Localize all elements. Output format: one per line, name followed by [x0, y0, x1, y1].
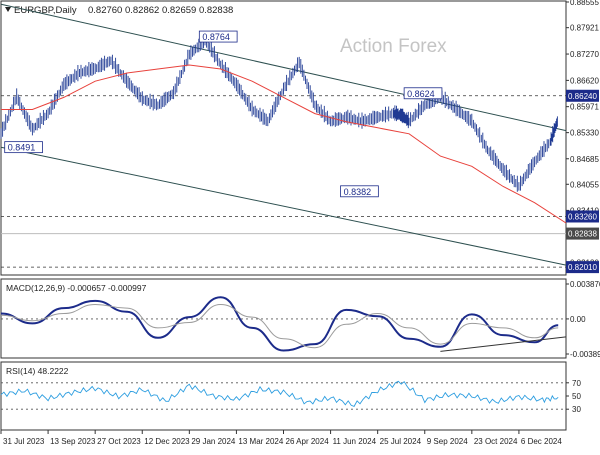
symbol-title: EURGBP,Daily — [14, 5, 77, 16]
macd-tick-label-2: -0.003894 — [570, 350, 600, 359]
x-tick-label-8: 25 Jul 2024 — [380, 437, 422, 446]
annotation-label-0: 0.8764 — [202, 32, 230, 42]
channel-lower — [0, 146, 567, 266]
price-tick-label-3: 0.86620 — [570, 76, 599, 85]
x-tick-label-3: 12 Dec 2023 — [144, 437, 190, 446]
price-tag-bg-0 — [566, 227, 599, 240]
annotation-box-0 — [198, 30, 238, 43]
annotation-label-1: 0.8624 — [407, 89, 435, 99]
price-tick-label-1: 0.87921 — [570, 24, 599, 33]
channel-upper — [0, 3, 567, 132]
watermark: Action Forex — [340, 36, 447, 57]
rsi-title: RSI(14) 48.2222 — [6, 366, 69, 376]
rsi-tick-label-1: 50 — [572, 392, 581, 401]
price-tag-label-1: 0.83260 — [568, 212, 597, 221]
x-tick-label-1: 13 Sep 2023 — [50, 437, 96, 446]
annotation-label-3: 0.8491 — [8, 143, 36, 153]
rsi-line — [0, 380, 559, 407]
price-tick-label-4: 0.85971 — [570, 103, 599, 112]
x-tick-label-11: 6 Dec 2024 — [521, 437, 562, 446]
macd-series-support — [440, 336, 567, 352]
macd-layer: 0.003876 0.00 -0.003894 — [0, 280, 600, 359]
annotation-label-2: 0.8382 — [344, 187, 372, 197]
macd-tick-label-0: 0.003876 — [570, 280, 600, 289]
macd-series-signal — [0, 303, 559, 349]
rsi-tick-label-0: 70 — [572, 379, 581, 388]
price-layer: 0.8764 0.8624 0.8382 0.8491 0.88555 0.87921 0.… — [0, 0, 599, 274]
price-tick-label-0: 0.88555 — [570, 0, 599, 7]
rsi-layer: 70 50 30 — [0, 379, 581, 414]
x-tick-label-6: 26 Apr 2024 — [286, 437, 330, 446]
rsi-panel-frame — [0, 361, 567, 431]
ohlc-values: 0.82760 0.82862 0.82659 0.82838 — [88, 5, 233, 16]
x-axis: 31 Jul 2023 13 Sep 2023 27 Oct 2023 12 Dec … — [0, 430, 562, 446]
x-tick-label-10: 23 Oct 2024 — [474, 437, 518, 446]
x-tick-label-5: 13 Mar 2024 — [238, 437, 283, 446]
macd-series-macd — [0, 296, 559, 352]
x-tick-label-9: 9 Sep 2024 — [427, 437, 468, 446]
price-tick-label-5: 0.85330 — [570, 129, 599, 138]
price-tick-label-2: 0.87270 — [570, 50, 599, 59]
annotation-box-2 — [340, 185, 379, 198]
price-tag-bg-3 — [566, 89, 599, 102]
macd-title: MACD(12,26,9) -0.000657 -0.000997 — [6, 283, 147, 293]
x-tick-label-7: 11 Jun 2024 — [333, 437, 377, 446]
collapse-triangle-icon[interactable] — [5, 7, 11, 12]
price-tag-bg-2 — [566, 261, 599, 274]
price-tick-label-6: 0.84685 — [570, 155, 599, 164]
annotation-box-3 — [4, 141, 43, 154]
x-tick-label-4: 29 Jan 2024 — [191, 437, 236, 446]
price-tag-label-3: 0.86240 — [568, 92, 597, 101]
price-tag-label-0: 0.82838 — [568, 230, 597, 239]
price-tag-label-2: 0.82010 — [568, 263, 597, 272]
price-bars-series — [0, 34, 558, 192]
moving-average-line — [1, 64, 567, 224]
price-tag-bg-1 — [566, 210, 599, 223]
macd-tick-label-1: 0.00 — [570, 315, 586, 324]
x-tick-label-2: 27 Oct 2023 — [97, 437, 141, 446]
annotation-box-1 — [403, 87, 443, 100]
price-tick-label-7: 0.84055 — [570, 180, 599, 189]
x-tick-label-0: 31 Jul 2023 — [3, 437, 45, 446]
rsi-tick-label-2: 30 — [572, 405, 581, 414]
